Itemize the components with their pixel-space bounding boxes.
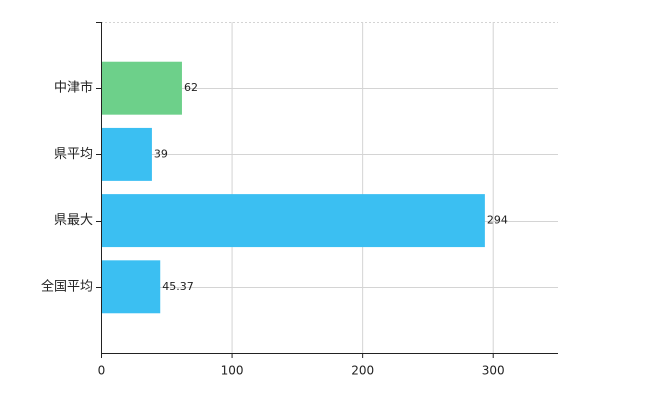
bar [101,127,152,181]
value-label: 294 [487,214,508,227]
x-tick-label: 100 [221,364,244,378]
y-tick-label: 県平均 [54,147,93,162]
value-label: 39 [154,147,168,160]
value-label: 45.37 [162,280,194,293]
value-label: 62 [184,81,198,94]
x-tick-label: 0 [98,364,106,378]
bar [101,194,485,248]
y-tick-label: 県最大 [54,213,93,228]
bar [101,260,161,314]
y-tick-label: 全国平均 [41,278,93,294]
x-tick-label: 200 [351,364,374,378]
y-tick-label: 中津市 [54,80,93,96]
bar [101,61,182,115]
x-tick-label: 300 [482,364,505,378]
